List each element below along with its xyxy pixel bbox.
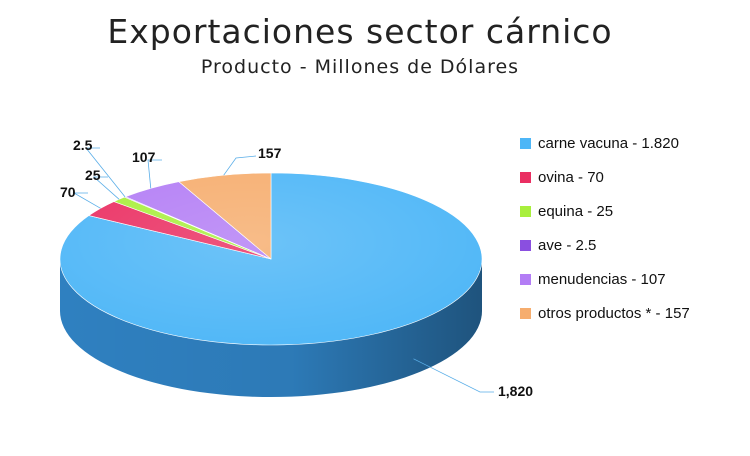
leader-line-otros-productos <box>223 155 257 176</box>
legend-item-ovina: ovina - 70 <box>520 160 690 194</box>
leader-line-ovina <box>72 192 101 209</box>
legend-item-ave: ave - 2.5 <box>520 228 690 262</box>
data-label-ovina: 70 <box>60 184 76 200</box>
legend-label: equina - 25 <box>538 202 614 220</box>
legend-swatch <box>520 273 531 285</box>
leader-line-menudencias <box>147 159 162 189</box>
legend-swatch <box>520 137 531 149</box>
data-label-otros-productos: 157 <box>258 145 282 161</box>
legend-label: menudencias - 107 <box>538 270 666 288</box>
legend-label: otros productos * - 157 <box>538 304 690 322</box>
chart-title: Exportaciones sector cárnico <box>107 12 613 51</box>
legend-swatch <box>520 171 531 183</box>
legend-label: ave - 2.5 <box>538 236 597 254</box>
data-label-ave: 2.5 <box>73 137 93 153</box>
leader-line-equina <box>92 176 120 200</box>
leader-line-carne-vacuna <box>413 358 494 393</box>
pie-side-shade <box>60 259 482 397</box>
chart-legend: carne vacuna - 1.820 ovina - 70 equina - 2… <box>520 126 690 330</box>
legend-swatch <box>520 239 531 251</box>
chart-subtitle: Producto - Millones de Dólares <box>200 56 520 78</box>
legend-item-carne-vacuna: carne vacuna - 1.820 <box>520 126 690 160</box>
legend-item-menudencias: menudencias - 107 <box>520 262 690 296</box>
data-label-menudencias: 107 <box>132 149 156 165</box>
legend-item-otros-productos: otros productos * - 157 <box>520 296 690 330</box>
legend-label: ovina - 70 <box>538 168 604 186</box>
legend-swatch <box>520 205 531 217</box>
legend-swatch <box>520 307 531 319</box>
pie-shine <box>60 173 482 345</box>
data-label-carne-vacuna: 1,820 <box>498 383 533 399</box>
legend-item-equina: equina - 25 <box>520 194 690 228</box>
data-label-equina: 25 <box>85 167 101 183</box>
leader-line-ave <box>85 147 126 198</box>
legend-label: carne vacuna - 1.820 <box>538 134 679 152</box>
